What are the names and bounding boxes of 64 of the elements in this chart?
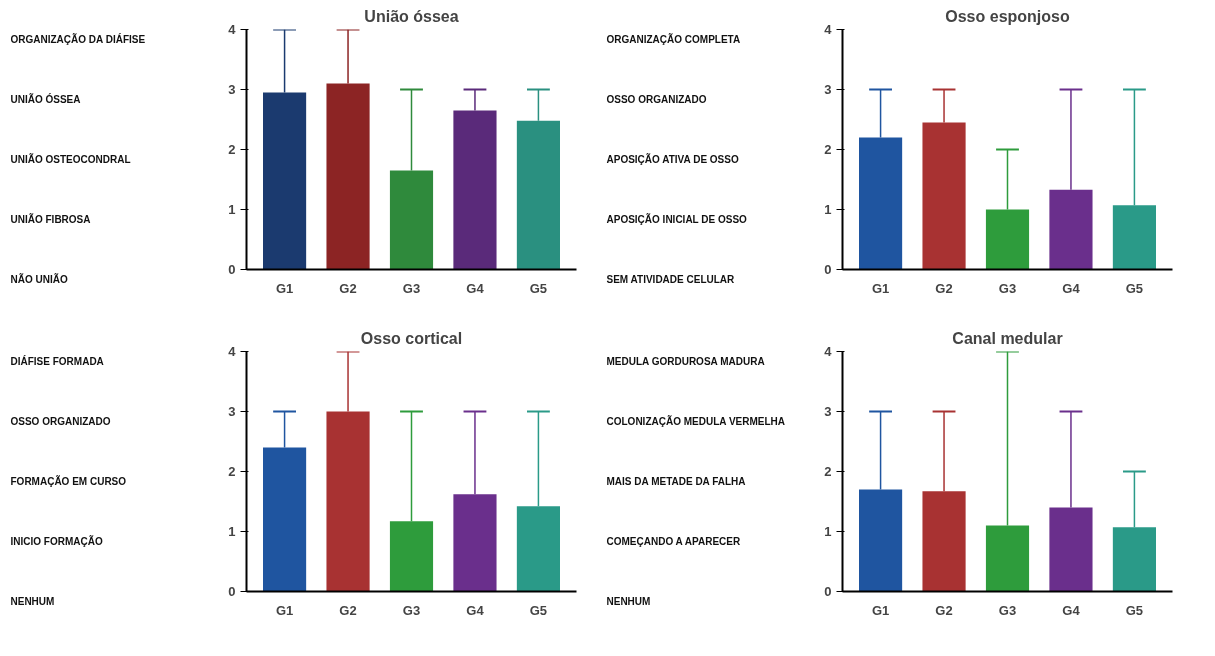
text: COMEÇANDO A APARECER — [606, 536, 741, 547]
x-tick-label: G3 — [402, 602, 421, 618]
y-tick-label: 3 — [228, 404, 236, 419]
text: SEM ATIVIDADE CELULAR — [606, 274, 736, 285]
x-tick-label: G2 — [339, 280, 357, 296]
chart-title: União óssea — [364, 7, 459, 25]
text: MAIS DA METADE DA FALHA — [606, 476, 746, 487]
x-tick-label: G4 — [1062, 602, 1081, 618]
x-tick-label: G3 — [998, 280, 1017, 296]
text: OSSO ORGANIZADO — [606, 94, 707, 105]
text: OSSO ORGANIZADO — [10, 416, 111, 427]
x-tick-label: G2 — [339, 602, 357, 618]
y-tick-label: 0 — [824, 262, 832, 277]
text: APOSIÇÃO INICIAL DE OSSO — [606, 213, 748, 225]
chart-title: Osso esponjoso — [945, 7, 1070, 25]
x-tick-label: G3 — [402, 280, 421, 296]
y-tick-label: 3 — [824, 404, 832, 419]
text: ORGANIZAÇÃO COMPLETA — [606, 33, 741, 45]
text: NÃO UNIÃO — [10, 273, 68, 285]
text: UNIÃO OSTEOCONDRAL — [10, 153, 131, 165]
y-tick-label: 1 — [228, 524, 236, 539]
y-tick-label: 1 — [228, 202, 236, 217]
x-tick-label: G1 — [871, 602, 890, 618]
x-tick-label: G4 — [466, 280, 485, 296]
text: INICIO FORMAÇÃO — [10, 535, 103, 547]
y-tick-label: 4 — [228, 344, 237, 359]
y-tick-label: 2 — [228, 464, 236, 479]
x-tick-label: G5 — [529, 602, 548, 618]
y-tick-label: 0 — [228, 584, 236, 599]
y-tick-label: 2 — [824, 464, 832, 479]
y-tick-label: 2 — [228, 142, 236, 157]
text: FORMAÇÃO EM CURSO — [10, 475, 127, 487]
chart-title: Osso cortical — [360, 329, 463, 347]
x-tick-label: G1 — [275, 280, 294, 296]
text: NENHUM — [606, 596, 651, 607]
chart-title: Canal medular — [952, 329, 1063, 347]
text: DIÁFISE FORMADA — [10, 355, 104, 367]
y-tick-label: 0 — [228, 262, 236, 277]
text: UNIÃO FIBROSA — [10, 213, 91, 225]
y-tick-label: 3 — [824, 82, 832, 97]
x-tick-label: G5 — [1125, 602, 1144, 618]
x-tick-label: G2 — [935, 280, 953, 296]
x-tick-label: G1 — [871, 280, 890, 296]
x-tick-label: G4 — [1062, 280, 1081, 296]
y-tick-label: 1 — [824, 524, 832, 539]
y-tick-label: 1 — [824, 202, 832, 217]
y-tick-label: 4 — [228, 22, 237, 37]
x-tick-label: G1 — [275, 602, 294, 618]
x-tick-label: G4 — [466, 602, 485, 618]
y-tick-label: 2 — [824, 142, 832, 157]
x-tick-label: G5 — [529, 280, 548, 296]
y-tick-label: 4 — [824, 344, 833, 359]
text: NENHUM — [10, 596, 55, 607]
y-tick-label: 3 — [228, 82, 236, 97]
text: APOSIÇÃO ATIVA DE OSSO — [606, 153, 739, 165]
y-tick-label: 4 — [824, 22, 833, 37]
text: ORGANIZAÇÃO DA DIÁFISE — [10, 33, 146, 45]
text: MEDULA GORDUROSA MADURA — [606, 356, 765, 367]
text: COLONIZAÇÃO MEDULA VERMELHA — [606, 415, 786, 427]
x-tick-label: G5 — [1125, 280, 1144, 296]
y-tick-label: 0 — [824, 584, 832, 599]
x-tick-label: G2 — [935, 602, 953, 618]
x-tick-label: G3 — [998, 602, 1017, 618]
text: UNIÃO ÓSSEA — [10, 93, 81, 105]
